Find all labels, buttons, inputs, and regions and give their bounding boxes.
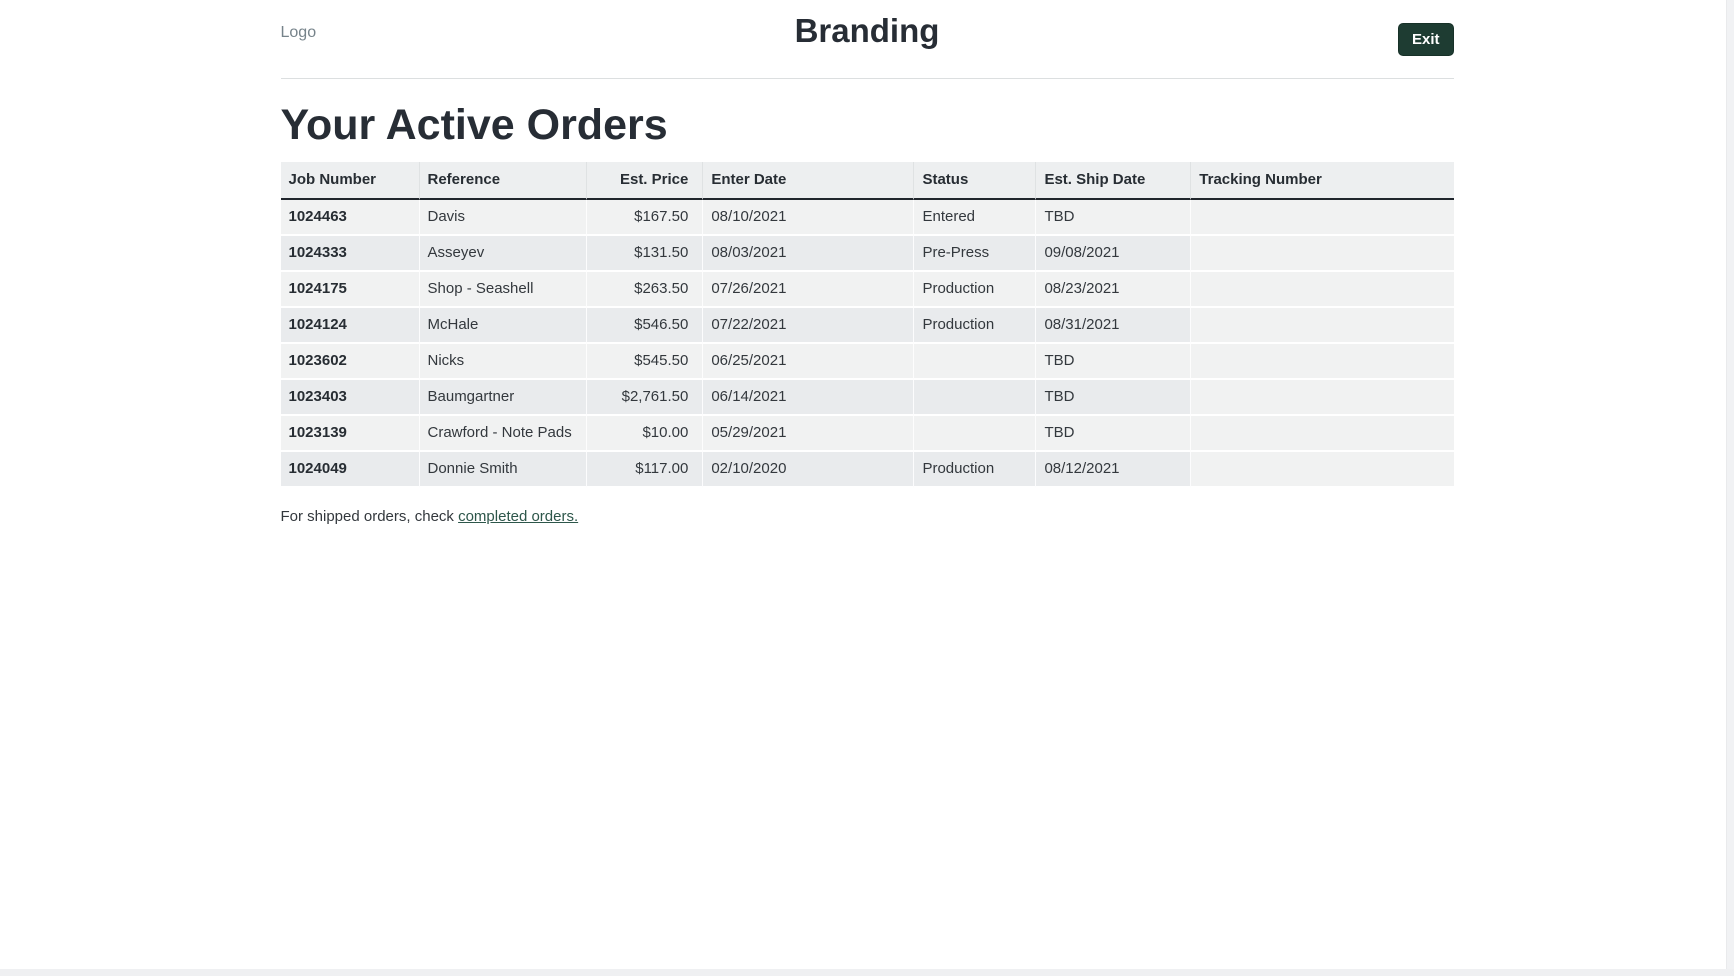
- cell-enter-date: 06/25/2021: [703, 344, 915, 380]
- table-row: 1024124 McHale $546.50 07/22/2021 Production…: [280, 308, 1454, 344]
- table-row: 1024049 Donnie Smith $117.00 02/10/2020 Prod…: [280, 452, 1454, 488]
- shipped-orders-note: For shipped orders, check completed orde…: [281, 508, 1454, 525]
- cell-est-ship-date: TBD: [1036, 200, 1192, 236]
- cell-reference: McHale: [419, 308, 587, 344]
- cell-est-price: $2,761.50: [586, 380, 704, 416]
- cell-job-number: 1024049: [280, 452, 420, 488]
- table-row: 1024333 Asseyev $131.50 08/03/2021 Pre-Press…: [280, 236, 1454, 272]
- cell-tracking-number: [1191, 236, 1454, 272]
- exit-button[interactable]: Exit: [1397, 22, 1454, 56]
- col-header-job-number: Job Number: [280, 162, 420, 200]
- cell-status: Production: [914, 452, 1037, 488]
- cell-est-ship-date: 08/12/2021: [1036, 452, 1192, 488]
- cell-tracking-number: [1191, 452, 1454, 488]
- cell-tracking-number: [1191, 344, 1454, 380]
- col-header-tracking-number: Tracking Number: [1191, 162, 1454, 200]
- horizontal-scrollbar-track[interactable]: [0, 969, 1734, 976]
- cell-est-ship-date: 08/31/2021: [1036, 308, 1192, 344]
- cell-est-ship-date: 09/08/2021: [1036, 236, 1192, 272]
- cell-reference: Nicks: [419, 344, 587, 380]
- cell-job-number: 1023403: [280, 380, 420, 416]
- table-row: 1024175 Shop - Seashell $263.50 07/26/2021 P…: [280, 272, 1454, 308]
- cell-enter-date: 07/26/2021: [703, 272, 915, 308]
- orders-table-body: 1024463 Davis $167.50 08/10/2021 Entered TBD 1…: [280, 200, 1454, 488]
- cell-tracking-number: [1191, 416, 1454, 452]
- cell-status: [914, 344, 1037, 380]
- cell-enter-date: 06/14/2021: [703, 380, 915, 416]
- cell-reference: Donnie Smith: [419, 452, 587, 488]
- cell-est-price: $546.50: [586, 308, 704, 344]
- cell-est-ship-date: TBD: [1036, 380, 1192, 416]
- cell-status: Production: [914, 308, 1037, 344]
- cell-job-number: 1024333: [280, 236, 420, 272]
- table-row: 1023403 Baumgartner $2,761.50 06/14/2021 TBD: [280, 380, 1454, 416]
- cell-job-number: 1024124: [280, 308, 420, 344]
- cell-est-ship-date: TBD: [1036, 344, 1192, 380]
- vertical-scrollbar-track[interactable]: [1726, 0, 1734, 976]
- cell-tracking-number: [1191, 380, 1454, 416]
- cell-enter-date: 08/10/2021: [703, 200, 915, 236]
- table-row: 1024463 Davis $167.50 08/10/2021 Entered TBD: [280, 200, 1454, 236]
- cell-job-number: 1024175: [280, 272, 420, 308]
- cell-job-number: 1024463: [280, 200, 420, 236]
- orders-table: Job Number Reference Est. Price Enter Da…: [280, 162, 1454, 488]
- page-container: Logo Branding Exit Your Active Orders Jo…: [280, 0, 1454, 525]
- cell-est-price: $131.50: [586, 236, 704, 272]
- cell-status: Production: [914, 272, 1037, 308]
- active-orders-heading: Your Active Orders: [280, 101, 668, 149]
- completed-orders-link[interactable]: completed orders.: [458, 508, 579, 525]
- cell-enter-date: 02/10/2020: [703, 452, 915, 488]
- cell-reference: Davis: [419, 200, 587, 236]
- cell-reference: Asseyev: [419, 236, 587, 272]
- cell-job-number: 1023139: [280, 416, 420, 452]
- cell-est-price: $545.50: [586, 344, 704, 380]
- cell-status: [914, 416, 1037, 452]
- cell-status: Pre-Press: [914, 236, 1037, 272]
- table-row: 1023139 Crawford - Note Pads $10.00 05/29/2…: [280, 416, 1454, 452]
- col-header-est-ship-date: Est. Ship Date: [1036, 162, 1192, 200]
- cell-reference: Baumgartner: [419, 380, 587, 416]
- cell-est-price: $117.00: [586, 452, 704, 488]
- col-header-est-price: Est. Price: [586, 162, 704, 200]
- cell-enter-date: 05/29/2021: [703, 416, 915, 452]
- cell-tracking-number: [1191, 200, 1454, 236]
- cell-est-price: $263.50: [586, 272, 704, 308]
- shipped-orders-note-text: For shipped orders, check: [280, 508, 459, 525]
- cell-tracking-number: [1191, 272, 1454, 308]
- cell-est-price: $10.00: [586, 416, 704, 452]
- cell-est-ship-date: TBD: [1036, 416, 1192, 452]
- cell-est-ship-date: 08/23/2021: [1036, 272, 1192, 308]
- col-header-enter-date: Enter Date: [703, 162, 915, 200]
- cell-est-price: $167.50: [586, 200, 704, 236]
- top-nav: Logo Branding Exit: [280, 0, 1454, 79]
- cell-status: Entered: [914, 200, 1037, 236]
- cell-reference: Crawford - Note Pads: [419, 416, 587, 452]
- table-row: 1023602 Nicks $545.50 06/25/2021 TBD: [280, 344, 1454, 380]
- cell-job-number: 1023602: [280, 344, 420, 380]
- col-header-status: Status: [914, 162, 1037, 200]
- cell-reference: Shop - Seashell: [419, 272, 587, 308]
- col-header-reference: Reference: [419, 162, 587, 200]
- page-title: Branding: [794, 12, 940, 49]
- table-header-row: Job Number Reference Est. Price Enter Da…: [280, 162, 1454, 200]
- cell-tracking-number: [1191, 308, 1454, 344]
- logo-link[interactable]: Logo: [280, 24, 317, 41]
- cell-enter-date: 08/03/2021: [703, 236, 915, 272]
- cell-enter-date: 07/22/2021: [703, 308, 915, 344]
- cell-status: [914, 380, 1037, 416]
